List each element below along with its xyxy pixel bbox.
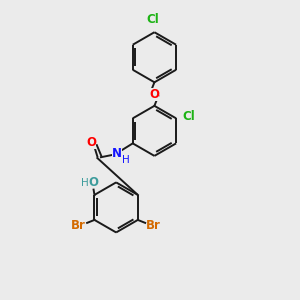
Text: O: O (88, 176, 98, 189)
Text: Br: Br (146, 219, 161, 232)
Text: O: O (149, 88, 159, 100)
Text: H: H (122, 155, 130, 165)
Text: Br: Br (71, 219, 86, 232)
Text: N: N (112, 147, 122, 160)
Text: O: O (86, 136, 96, 149)
Text: Cl: Cl (182, 110, 195, 123)
Text: Cl: Cl (147, 13, 159, 26)
Text: H: H (81, 178, 89, 188)
